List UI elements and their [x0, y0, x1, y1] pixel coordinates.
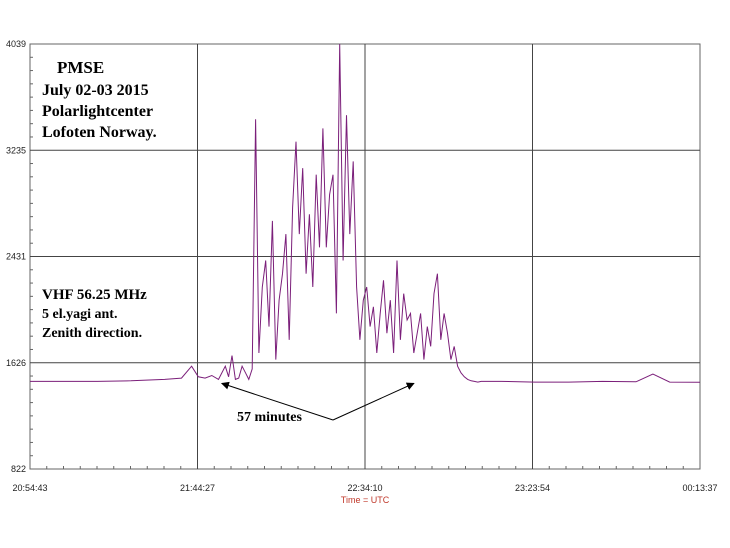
x-tick-label: 23:23:54 — [515, 483, 550, 493]
x-tick-label: 22:34:10 — [347, 483, 382, 493]
x-tick-label: 21:44:27 — [180, 483, 215, 493]
annotation-arrow-left — [220, 381, 334, 421]
x-tick-label: 00:13:37 — [682, 483, 717, 493]
antenna-info-line: Zenith direction. — [42, 326, 142, 341]
x-tick-label: 20:54:43 — [12, 483, 47, 493]
y-tick-label: 3235 — [6, 145, 26, 155]
minor-ticks — [30, 56, 684, 469]
antenna-info-block: VHF 56.25 MHz 5 el.yagi ant. Zenith direct… — [42, 287, 147, 341]
signal-series-line — [30, 43, 701, 383]
y-axis-ticks: 822 1626 2431 3235 4039 — [6, 39, 26, 474]
grid-lines — [30, 44, 700, 469]
annotation-arrow-right — [332, 382, 415, 421]
x-axis-ticks: 20:54:43 21:44:27 22:34:10 23:23:54 00:13:37 — [12, 483, 717, 493]
antenna-info-line: 5 el.yagi ant. — [42, 307, 117, 322]
y-tick-label: 1626 — [6, 358, 26, 368]
antenna-info-line: VHF 56.25 MHz — [42, 287, 147, 303]
y-tick-label: 2431 — [6, 252, 26, 262]
chart-subtitle-line: Lofoten Norway. — [42, 124, 157, 141]
chart-subtitle-line: Polarlightcenter — [42, 103, 153, 120]
x-axis-label: Time = UTC — [341, 495, 390, 505]
chart-subtitle-line: July 02-03 2015 — [42, 82, 149, 99]
y-tick-label: 4039 — [6, 39, 26, 49]
chart-title-block: PMSE July 02-03 2015 Polarlightcenter Lofot… — [42, 58, 157, 141]
y-tick-label: 822 — [11, 464, 26, 474]
duration-annotation: 57 minutes — [220, 381, 415, 425]
chart-title: PMSE — [57, 58, 104, 77]
annotation-label: 57 minutes — [237, 410, 303, 425]
